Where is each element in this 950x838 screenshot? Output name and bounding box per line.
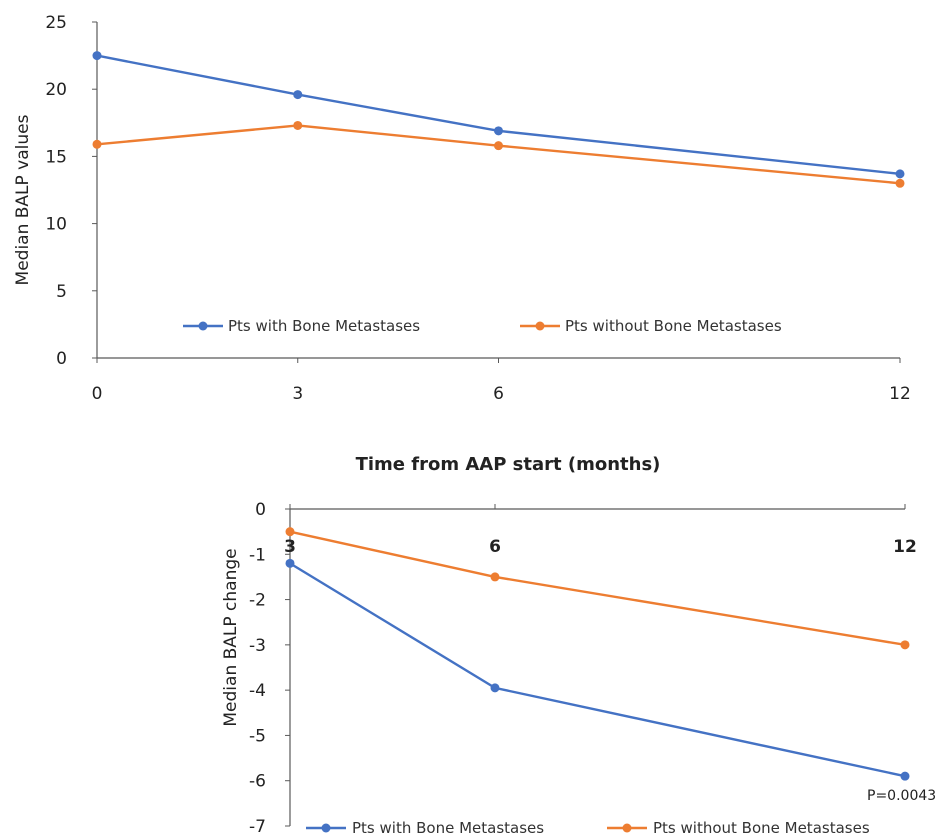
bottom-legend-marker-1 <box>321 823 331 833</box>
bottom-y-tick-label: -5 <box>249 726 266 746</box>
top-x-tick-label: 0 <box>92 384 103 404</box>
bottom-y-tick-label: -6 <box>249 772 266 792</box>
top-y-tick-label: 10 <box>45 215 67 235</box>
top-series-2-point <box>895 178 905 188</box>
bottom-x-tick-label: 12 <box>893 537 917 557</box>
top-x-tick-label: 3 <box>292 384 303 404</box>
top-series-line-1 <box>96 54 901 176</box>
bottom-legend-label-1: Pts with Bone Metastases <box>352 819 544 837</box>
top-series-1-point <box>293 90 303 100</box>
top-series-1-point <box>494 126 503 136</box>
top-legend-label-2: Pts without Bone Metastases <box>565 317 782 335</box>
top-series-2-point <box>293 120 303 130</box>
top-series-line-2 <box>96 124 901 185</box>
top-series-2-point <box>92 139 102 149</box>
bottom-chart: 0 -1 -2 -3 -4 -5 -6 -7 3 6 12 Median BALP change P=0… <box>221 500 936 837</box>
top-y-tick-label: 5 <box>56 282 67 302</box>
top-chart: 0 5 10 15 20 25 0 3 6 12 Median BALP values Pts wit… <box>13 13 911 404</box>
bottom-y-tick-label: -4 <box>249 681 266 701</box>
top-series-1-point <box>92 51 102 61</box>
bottom-series-1-point <box>900 771 910 781</box>
top-y-tick-label: 20 <box>45 80 67 100</box>
bottom-y-tick-label: 0 <box>255 500 266 520</box>
bottom-y-axis-title: Median BALP change <box>221 548 241 726</box>
top-y-tick-label: 15 <box>45 147 67 167</box>
bottom-series-2-point <box>285 527 295 537</box>
bottom-x-tick-label: 6 <box>489 537 501 557</box>
bottom-series-1-point <box>490 683 500 693</box>
bottom-y-tick-label: -7 <box>249 817 266 837</box>
bottom-series-1-point <box>285 558 295 568</box>
top-y-axis-title: Median BALP values <box>13 114 33 285</box>
x-axis-title: Time from AAP start (months) <box>356 454 661 475</box>
bottom-series-2-point <box>490 572 500 582</box>
top-x-tick-label: 12 <box>889 384 911 404</box>
bottom-series-line-2 <box>289 530 906 647</box>
top-legend-label-1: Pts with Bone Metastases <box>228 317 420 335</box>
bottom-x-tick-label: 3 <box>284 537 296 557</box>
p-value-annotation: P=0.0043 <box>867 788 936 804</box>
bottom-series-line-1 <box>289 562 906 778</box>
bottom-y-tick-label: -1 <box>249 545 266 565</box>
top-series-1-point <box>895 169 905 179</box>
top-x-tick-label: 6 <box>493 384 504 404</box>
bottom-series-2-point <box>900 640 910 650</box>
top-series-2-point <box>494 141 503 151</box>
bottom-legend-label-2: Pts without Bone Metastases <box>653 819 870 837</box>
bottom-y-tick-label: -2 <box>249 591 266 611</box>
bottom-legend-marker-2 <box>622 823 632 833</box>
top-legend-marker-2 <box>535 321 545 331</box>
top-y-tick-label: 0 <box>56 349 67 369</box>
top-legend-marker-1 <box>198 321 208 331</box>
top-y-tick-label: 25 <box>45 13 67 33</box>
bottom-y-tick-label: -3 <box>249 636 266 656</box>
